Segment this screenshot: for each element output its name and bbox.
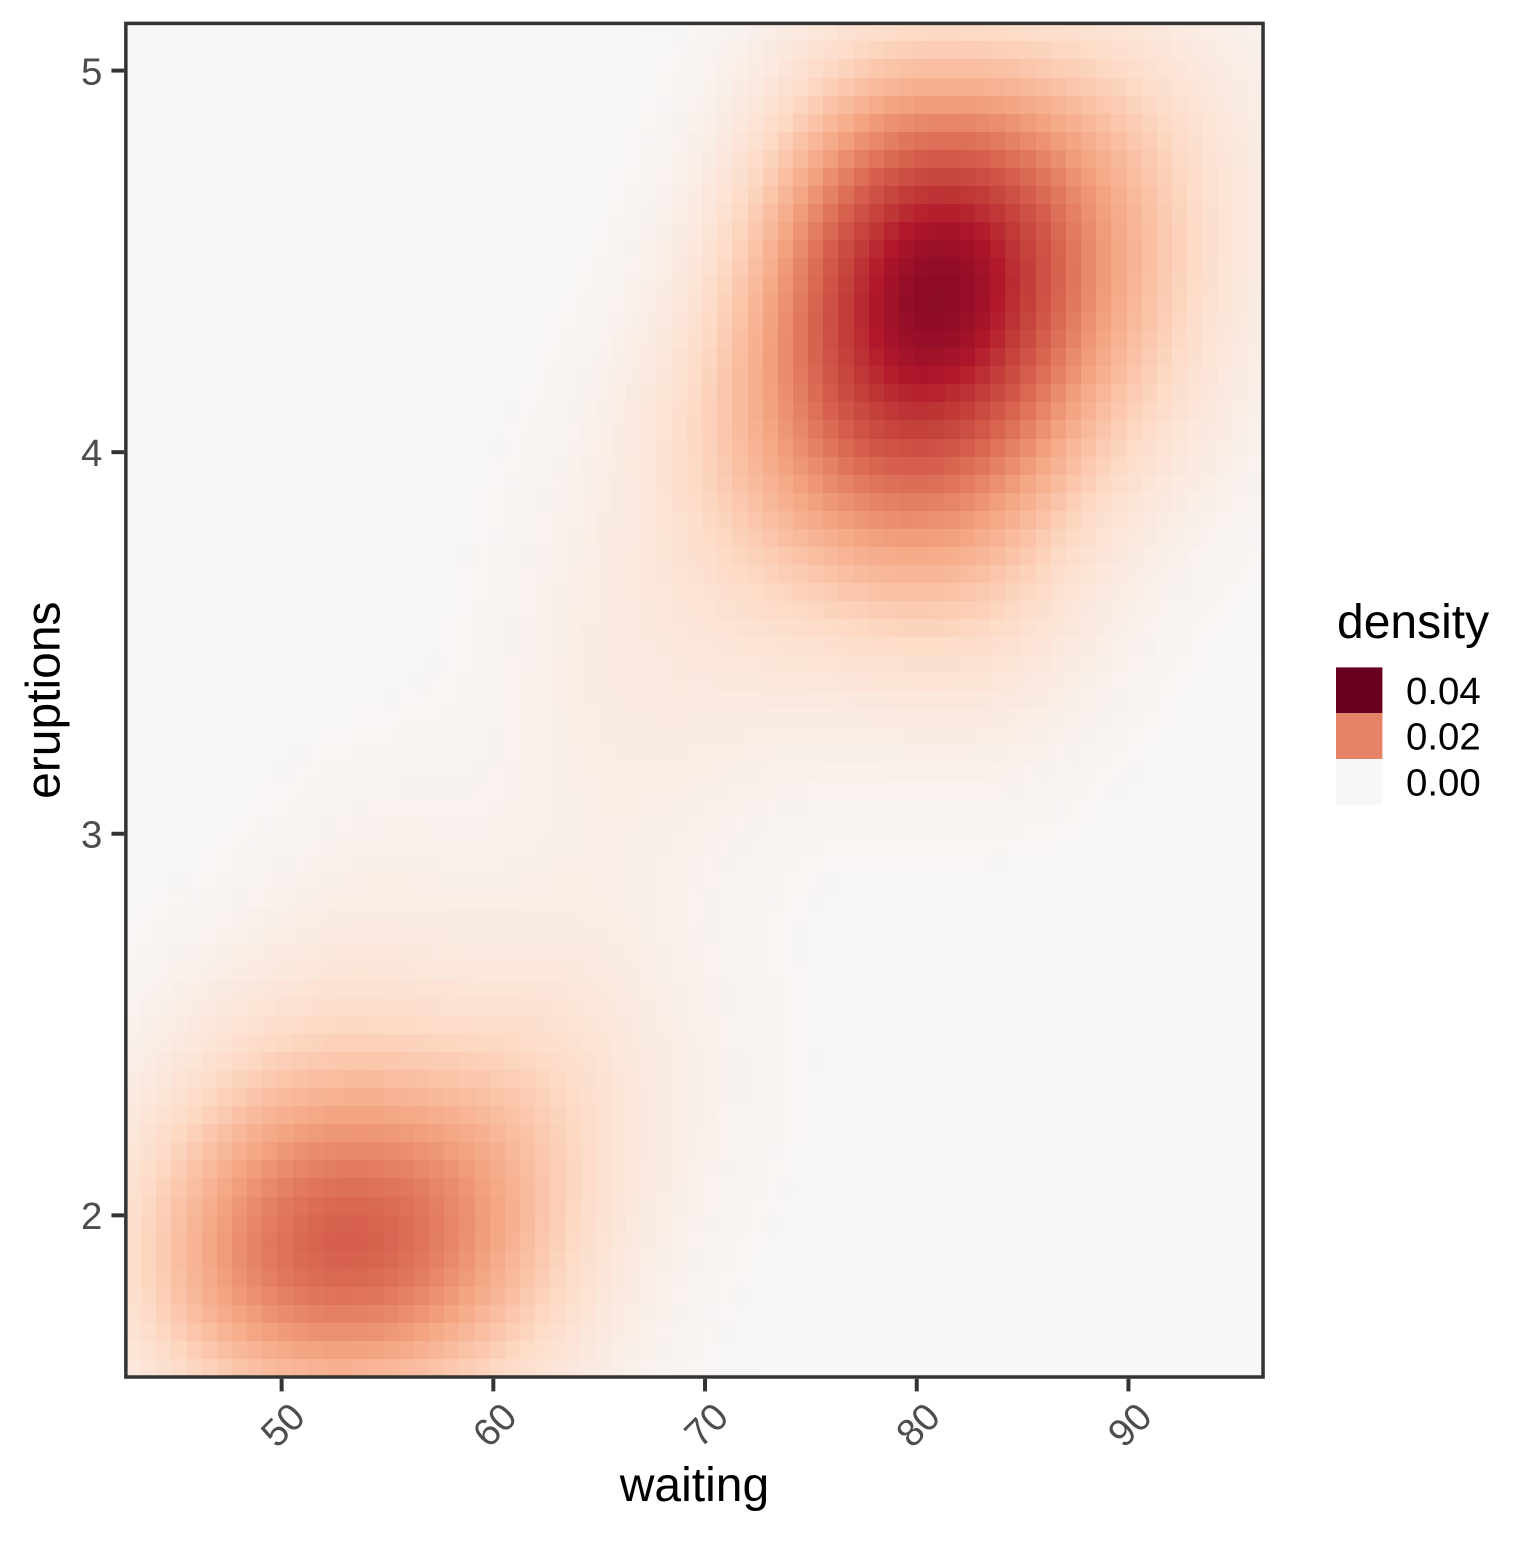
svg-text:0.02: 0.02 bbox=[1406, 716, 1481, 759]
svg-text:density: density bbox=[1337, 596, 1489, 649]
svg-text:waiting: waiting bbox=[619, 1459, 769, 1512]
svg-text:0.00: 0.00 bbox=[1406, 762, 1481, 805]
svg-text:eruptions: eruptions bbox=[18, 601, 71, 798]
svg-text:3: 3 bbox=[81, 813, 102, 856]
svg-text:2: 2 bbox=[81, 1195, 102, 1238]
svg-text:0.04: 0.04 bbox=[1406, 670, 1481, 713]
svg-text:4: 4 bbox=[81, 432, 102, 475]
svg-text:5: 5 bbox=[81, 50, 102, 93]
